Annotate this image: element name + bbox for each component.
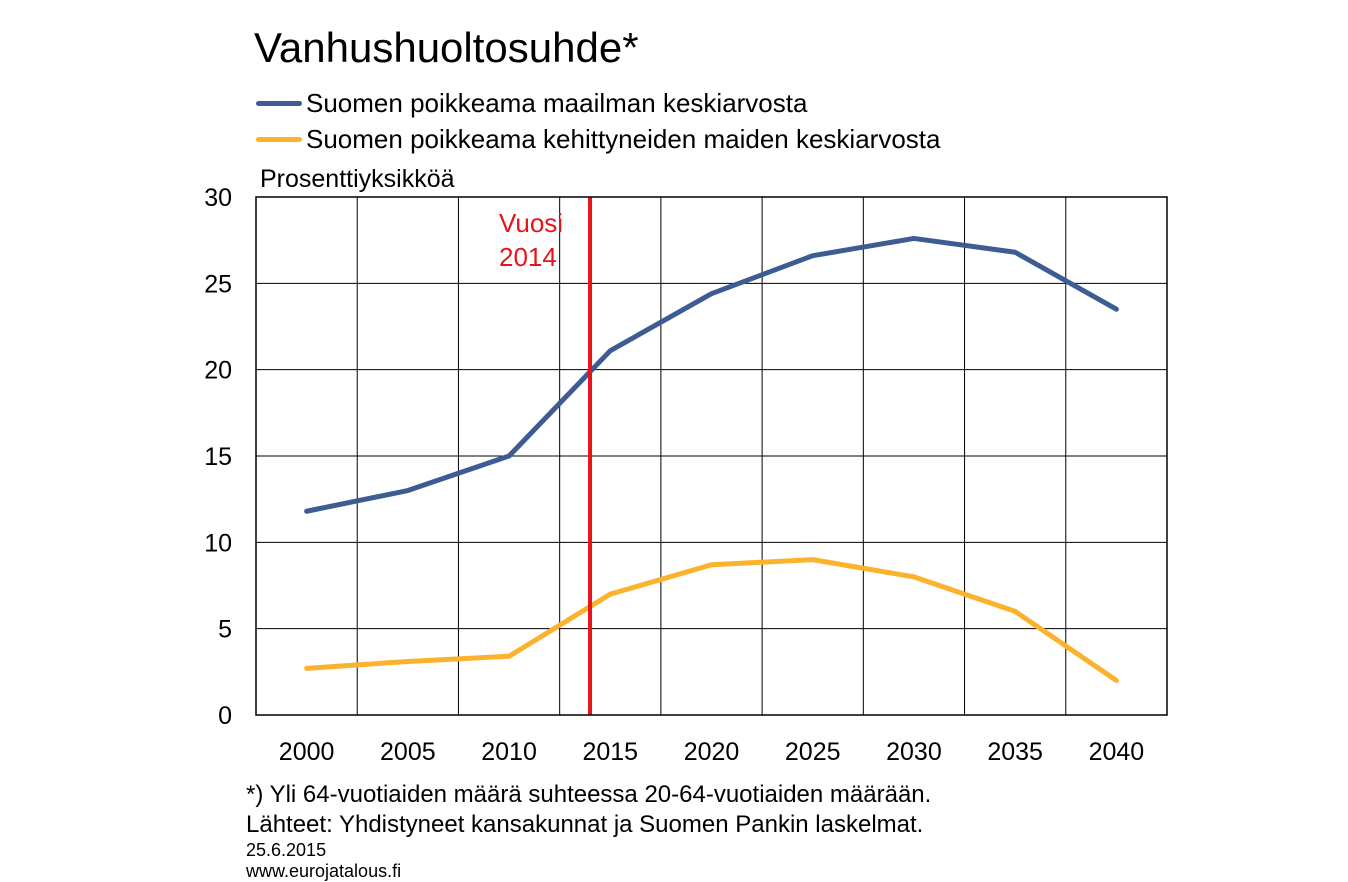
legend-swatch-world — [256, 100, 302, 106]
y-tick-label-5: 5 — [218, 616, 232, 644]
series-line-0 — [304, 235, 1119, 514]
x-tick-label-2010: 2010 — [481, 738, 537, 766]
legend-item-developed: Suomen poikkeama kehittyneiden maiden ke… — [256, 124, 940, 154]
source-note: Lähteet: Yhdistyneet kansakunnat ja Suom… — [246, 811, 924, 838]
chart-notes: *) Yli 64-vuotiaiden määrä suhteessa 20-… — [246, 780, 931, 882]
x-tick-label-2005: 2005 — [380, 738, 436, 766]
website-note: www.eurojatalous.fi — [246, 861, 402, 881]
annotation-label-line-0: Vuosi — [499, 208, 563, 238]
y-tick-label-15: 15 — [204, 443, 232, 471]
legend-label-world: Suomen poikkeama maailman keskiarvosta — [306, 87, 808, 118]
footnote: *) Yli 64-vuotiaiden määrä suhteessa 20-… — [246, 781, 932, 808]
plot-frame-layer — [255, 196, 1168, 716]
y-axis-label: Prosenttiyksikköä — [260, 165, 455, 193]
x-tick-label-2000: 2000 — [279, 738, 335, 766]
legend-item-world: Suomen poikkeama maailman keskiarvosta — [256, 88, 807, 118]
legend-swatch-developed — [256, 136, 302, 142]
y-tick-label-20: 20 — [204, 357, 232, 385]
date-note: 25.6.2015 — [246, 840, 327, 860]
annotation-label-line-1: 2014 — [499, 242, 557, 272]
x-tick-label-2020: 2020 — [684, 738, 740, 766]
series-line-1 — [304, 557, 1119, 683]
grid-layer — [256, 196, 1167, 716]
plot-area-border — [255, 196, 1168, 716]
y-tick-label-0: 0 — [218, 702, 232, 730]
annotation-layer: Vuosi 2014 — [499, 197, 593, 715]
chart-title: Vanhushuoltosuhde* — [254, 24, 639, 71]
x-tick-label-2035: 2035 — [987, 738, 1043, 766]
y-tick-label-30: 30 — [204, 184, 232, 212]
y-tick-label-25: 25 — [204, 270, 232, 298]
x-tick-label-2030: 2030 — [886, 738, 942, 766]
x-tick-label-2015: 2015 — [582, 738, 638, 766]
y-tick-label-10: 10 — [204, 529, 232, 557]
x-tick-label-2025: 2025 — [785, 738, 841, 766]
legend-label-developed: Suomen poikkeama kehittyneiden maiden ke… — [306, 123, 941, 154]
series-layer — [304, 235, 1119, 683]
x-tick-label-2040: 2040 — [1089, 738, 1145, 766]
